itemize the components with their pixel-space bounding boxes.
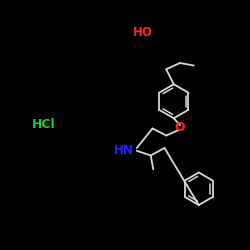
Text: HO: HO <box>133 26 153 39</box>
Text: HCl: HCl <box>32 118 56 132</box>
Text: O: O <box>175 121 185 134</box>
Text: HN: HN <box>114 144 134 156</box>
